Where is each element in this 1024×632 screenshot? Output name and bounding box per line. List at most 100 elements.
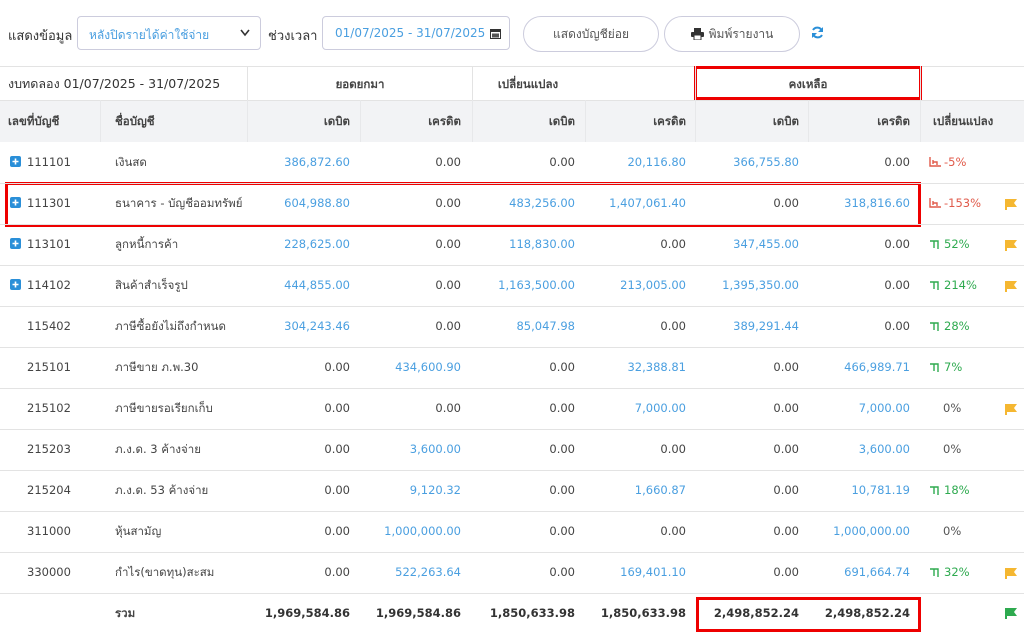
flag-icon[interactable] bbox=[1004, 607, 1018, 619]
expand-icon[interactable] bbox=[10, 197, 21, 208]
amount: 0.00 bbox=[884, 155, 910, 169]
grid-line bbox=[0, 306, 1024, 307]
amount: 0.00 bbox=[773, 196, 799, 210]
flag-icon[interactable] bbox=[1004, 567, 1018, 579]
amount: 347,455.00 bbox=[733, 237, 799, 251]
change-percent: -5% bbox=[944, 155, 967, 169]
change-percent: 28% bbox=[944, 319, 970, 333]
amount: 0.00 bbox=[549, 360, 575, 374]
amount: 0.00 bbox=[324, 360, 350, 374]
sub-accounts-button[interactable]: แสดงบัญชีย่อย bbox=[523, 16, 659, 52]
grid-line bbox=[808, 100, 809, 142]
label: แสดงข้อมูล bbox=[8, 29, 73, 44]
amount: 20,116.80 bbox=[627, 155, 686, 169]
amount: 0.00 bbox=[773, 360, 799, 374]
amount: 0.00 bbox=[435, 319, 461, 333]
account-name: หุ้นสามัญ bbox=[115, 524, 162, 538]
change-percent: 214% bbox=[944, 278, 977, 292]
amount: 0.00 bbox=[435, 196, 461, 210]
trend-up-icon bbox=[930, 363, 939, 372]
expand-icon[interactable] bbox=[10, 156, 21, 167]
refresh-icon[interactable] bbox=[811, 26, 824, 39]
amount: 444,855.00 bbox=[284, 278, 350, 292]
account-name: ภ.ง.ด. 3 ค้างจ่าย bbox=[115, 442, 201, 456]
grid-line bbox=[695, 66, 696, 100]
account-code: 311000 bbox=[27, 524, 71, 538]
amount: 0.00 bbox=[884, 237, 910, 251]
grid-line bbox=[0, 100, 1024, 101]
amount: 389,291.44 bbox=[733, 319, 799, 333]
flag-icon[interactable] bbox=[1004, 280, 1018, 292]
flag-icon[interactable] bbox=[1004, 198, 1018, 210]
amount: 483,256.00 bbox=[509, 196, 575, 210]
account-code: 111301 bbox=[27, 196, 71, 210]
amount: 522,263.64 bbox=[395, 565, 461, 579]
total-amount: 2,498,852.24 bbox=[824, 606, 910, 620]
account-name: ภาษีขาย ภ.พ.30 bbox=[115, 360, 199, 374]
amount: 0.00 bbox=[773, 524, 799, 538]
amount: 0.00 bbox=[549, 442, 575, 456]
amount: 0.00 bbox=[435, 278, 461, 292]
button-label: พิมพ์รายงาน bbox=[708, 26, 774, 41]
amount: 366,755.80 bbox=[733, 155, 799, 169]
amount: 32,388.81 bbox=[627, 360, 686, 374]
account-code: 215102 bbox=[27, 401, 71, 415]
amount: 0.00 bbox=[773, 483, 799, 497]
select[interactable]: หลังปิดรายได้ค่าใช้จ่าย bbox=[77, 16, 261, 50]
expand-icon[interactable] bbox=[10, 279, 21, 290]
column-header: เปลี่ยนแปลง bbox=[933, 114, 994, 128]
change-percent: -153% bbox=[944, 196, 982, 210]
print-button[interactable]: พิมพ์รายงาน bbox=[664, 16, 800, 52]
amount: 0.00 bbox=[324, 401, 350, 415]
amount: 9,120.32 bbox=[409, 483, 461, 497]
grid-line bbox=[0, 429, 1024, 430]
group-header: คงเหลือ bbox=[788, 77, 828, 91]
amount: 85,047.98 bbox=[516, 319, 575, 333]
trend-up-icon bbox=[930, 281, 939, 290]
date-range[interactable]: 01/07/2025 - 31/07/2025 bbox=[322, 16, 510, 50]
change-percent: 32% bbox=[944, 565, 970, 579]
expand-icon[interactable] bbox=[10, 238, 21, 249]
amount: 213,005.00 bbox=[620, 278, 686, 292]
amount: 0.00 bbox=[549, 401, 575, 415]
amount: 0.00 bbox=[773, 565, 799, 579]
date-value: 01/07/2025 - 31/07/2025 bbox=[335, 26, 486, 40]
amount: 7,000.00 bbox=[858, 401, 910, 415]
amount: 1,000,000.00 bbox=[833, 524, 910, 538]
amount: 0.00 bbox=[549, 524, 575, 538]
chevron bbox=[240, 29, 250, 37]
trend-up-icon bbox=[930, 322, 939, 331]
flag-icon[interactable] bbox=[1004, 403, 1018, 415]
amount: 3,600.00 bbox=[409, 442, 461, 456]
flag-icon[interactable] bbox=[1004, 239, 1018, 251]
grid-line bbox=[247, 66, 248, 100]
trend-up-icon bbox=[930, 486, 939, 495]
amount: 0.00 bbox=[324, 442, 350, 456]
amount: 0.00 bbox=[549, 565, 575, 579]
column-header: เดบิต bbox=[548, 114, 575, 128]
amount: 0.00 bbox=[435, 155, 461, 169]
account-name: ภาษีซื้อยังไม่ถึงกำหนด bbox=[115, 319, 226, 333]
trend-up-icon bbox=[930, 568, 939, 577]
grid-line bbox=[920, 66, 921, 100]
change-percent: 0% bbox=[943, 524, 962, 538]
account-code: 215203 bbox=[27, 442, 71, 456]
grid-line bbox=[920, 100, 921, 142]
select-value: หลังปิดรายได้ค่าใช้จ่าย bbox=[89, 28, 210, 42]
grid-line bbox=[0, 347, 1024, 348]
amount: 0.00 bbox=[884, 319, 910, 333]
amount: 0.00 bbox=[549, 483, 575, 497]
grid-line bbox=[247, 100, 248, 142]
trend-down-icon bbox=[929, 157, 941, 167]
group-header: ยอดยกมา bbox=[335, 77, 385, 91]
column-header: ชื่อบัญชี bbox=[115, 114, 155, 128]
amount: 0.00 bbox=[435, 401, 461, 415]
highlight-box bbox=[696, 597, 921, 632]
column-header: เดบิต bbox=[323, 114, 350, 128]
amount: 1,000,000.00 bbox=[384, 524, 461, 538]
amount: 1,395,350.00 bbox=[722, 278, 799, 292]
account-code: 330000 bbox=[27, 565, 71, 579]
amount: 691,664.74 bbox=[844, 565, 910, 579]
grid-line bbox=[360, 100, 361, 142]
